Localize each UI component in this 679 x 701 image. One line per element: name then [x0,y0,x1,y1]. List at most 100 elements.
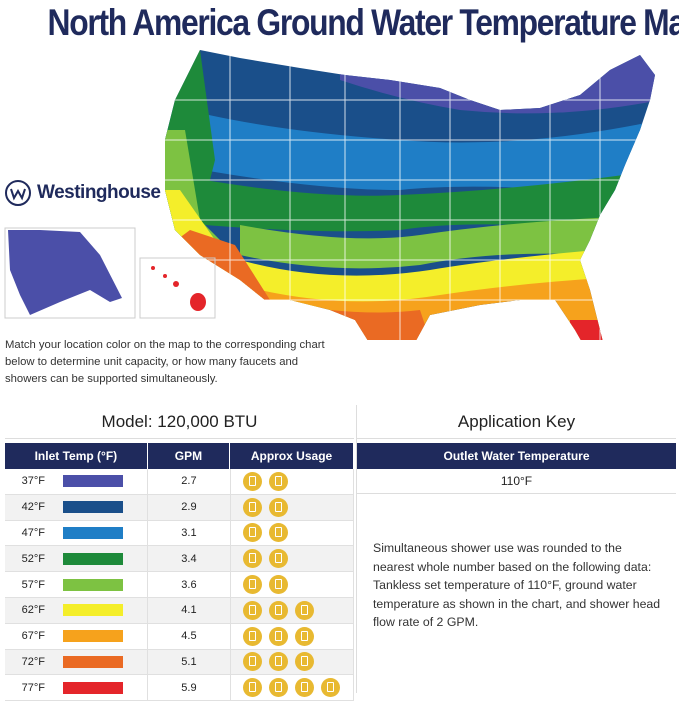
color-swatch [63,501,123,514]
color-swatch [63,475,123,488]
inlet-temp: 52°F [21,552,45,565]
usage-icon [294,626,314,646]
brand-logo: Westinghouse [5,180,161,206]
key-note: Simultaneous shower use was rounded to t… [373,541,661,629]
title: North America Ground Water Temperature M… [47,2,679,43]
inlet-cell: 72°F [5,649,149,675]
inlet-temp: 47°F [21,526,45,539]
gpm: 5.9 [148,675,231,701]
color-swatch [63,681,123,694]
column-header: Approx Usage [230,443,354,469]
usage-cell [231,572,355,597]
usage-cell [231,494,355,520]
usage-icon [242,549,262,569]
usage-icon [268,626,288,646]
usage-icon [242,652,262,672]
inlet-cell: 77°F [5,675,149,701]
table-row: 67°F 4.5 [5,623,355,650]
inlet-cell: 67°F [5,623,149,649]
inlet-temp: 57°F [21,578,45,591]
usage-icon [268,549,288,569]
hawaii-box [139,257,216,319]
brand: Westinghouse [37,182,161,203]
table-row: 57°F 3.6 [5,572,355,598]
inlet-cell: 42°F [5,494,149,520]
column-header: Inlet Temp (°F) [5,443,148,469]
alaska-box [4,227,136,319]
key-header: Outlet Water Temperature [357,443,676,469]
usage-cell [231,623,355,649]
usage-icon [268,652,288,672]
usage-icon [268,678,288,698]
table-row: 42°F 2.9 [5,494,355,521]
usage-icon [242,678,262,698]
usage-cell [231,597,355,623]
alaska [8,230,122,315]
usage-icon [294,600,314,620]
inlet-temp: 62°F [21,604,45,617]
inlet-cell: 37°F [5,469,149,494]
usage-icon [242,575,262,595]
usage-icon [242,471,262,491]
table-row: 37°F 2.7 [5,469,355,495]
inlet-temp: 42°F [21,501,45,514]
column-header: GPM [148,443,231,469]
usage-icon [242,626,262,646]
table-row: 52°F 3.4 [5,546,355,573]
usage-icon [294,678,314,698]
gpm: 3.4 [148,546,231,572]
usage-icon [268,575,288,595]
color-swatch [63,578,123,591]
usage-icon [320,678,340,698]
inlet-temp: 37°F [21,475,45,488]
usage-icon [268,523,288,543]
gpm: 2.7 [148,469,231,494]
inlet-temp: 67°F [21,630,45,643]
usage-cell [231,546,355,572]
logo-icon [5,180,31,206]
inlet-cell: 52°F [5,546,149,572]
usage-icon [242,600,262,620]
model-table: Model: 120,000 BTU Inlet Temp (°F) GPM A… [5,405,355,701]
inlet-cell: 57°F [5,572,149,597]
color-swatch [63,655,123,668]
usage-cell [231,649,355,675]
key-header-text: Outlet Water Temperature [443,449,590,463]
usage-icon [242,497,262,517]
hawaii [151,266,206,311]
usage-icon [268,497,288,517]
usage-icon [294,652,314,672]
caption: Match your location color on the map to … [5,339,325,385]
table-row: 47°F 3.1 [5,520,355,547]
inlet-temp: 72°F [21,655,45,668]
color-swatch [63,526,123,539]
model-title: Model: 120,000 BTU [5,405,354,439]
gpm: 3.1 [148,520,231,546]
outlet-temp: 110°F [357,469,676,494]
gpm: 4.5 [148,623,231,649]
inlet-cell: 62°F [5,597,149,623]
usage-icon [242,523,262,543]
key-title: Application Key [357,405,676,439]
gpm: 5.1 [148,649,231,675]
application-key: Application Key Outlet Water Temperature… [356,405,676,693]
color-swatch [63,552,123,565]
map [4,50,655,340]
gpm: 4.1 [148,597,231,623]
color-swatch [63,604,123,617]
table-header: Inlet Temp (°F) GPM Approx Usage [5,443,354,469]
table-row: 77°F 5.9 [5,675,355,701]
usage-icon [268,600,288,620]
usage-icon [268,471,288,491]
table-body: 37°F 2.7 42°F 2.9 47°F 3.1 52°F 3.4 57°F 3.6 62°F 4… [5,469,355,701]
usage-cell [231,520,355,546]
gpm: 3.6 [148,572,231,597]
gpm: 2.9 [148,494,231,520]
table-row: 62°F 4.1 [5,597,355,624]
color-swatch [63,630,123,643]
usage-cell [231,469,355,494]
usage-cell [231,675,355,701]
inlet-cell: 47°F [5,520,149,546]
table-row: 72°F 5.1 [5,649,355,676]
